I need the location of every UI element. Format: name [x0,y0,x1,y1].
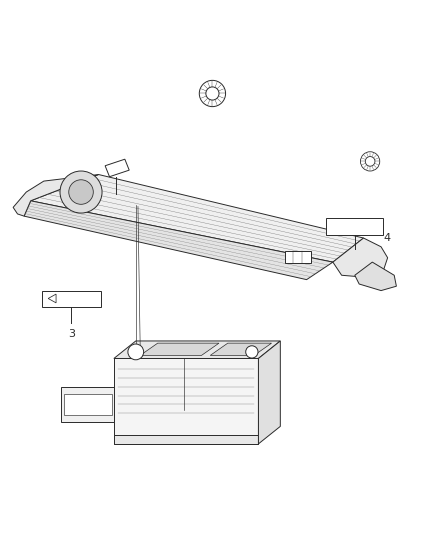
Polygon shape [210,343,272,356]
Polygon shape [326,219,383,235]
Polygon shape [105,159,129,177]
Polygon shape [258,341,280,444]
Polygon shape [64,393,112,415]
Polygon shape [355,262,396,290]
Polygon shape [42,290,101,307]
Circle shape [60,171,102,213]
Polygon shape [24,201,333,280]
Circle shape [206,87,219,100]
Circle shape [128,344,144,360]
Polygon shape [13,174,99,216]
Text: 3: 3 [68,329,75,338]
Polygon shape [333,238,388,278]
Polygon shape [31,174,364,262]
Circle shape [69,180,93,204]
Polygon shape [114,341,280,359]
Text: 4: 4 [383,233,390,243]
Polygon shape [285,251,311,263]
Polygon shape [114,435,258,444]
Bar [114,359,258,444]
Polygon shape [140,343,219,356]
Polygon shape [48,294,56,303]
Circle shape [365,157,375,166]
Polygon shape [61,387,114,422]
Circle shape [246,346,258,358]
